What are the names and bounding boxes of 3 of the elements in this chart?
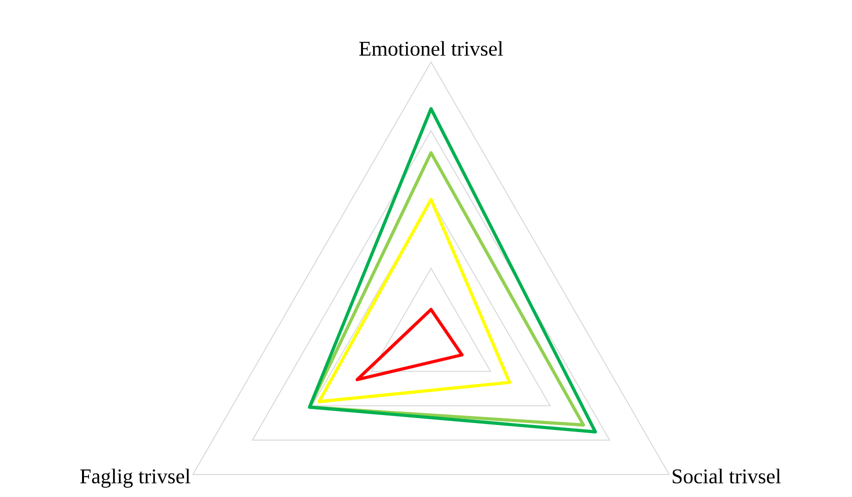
spoke-label: Faglig trivsel xyxy=(80,468,190,488)
spoke-label: Social trivsel xyxy=(672,468,781,484)
spoke-label: Emotionel trivsel xyxy=(359,41,503,56)
